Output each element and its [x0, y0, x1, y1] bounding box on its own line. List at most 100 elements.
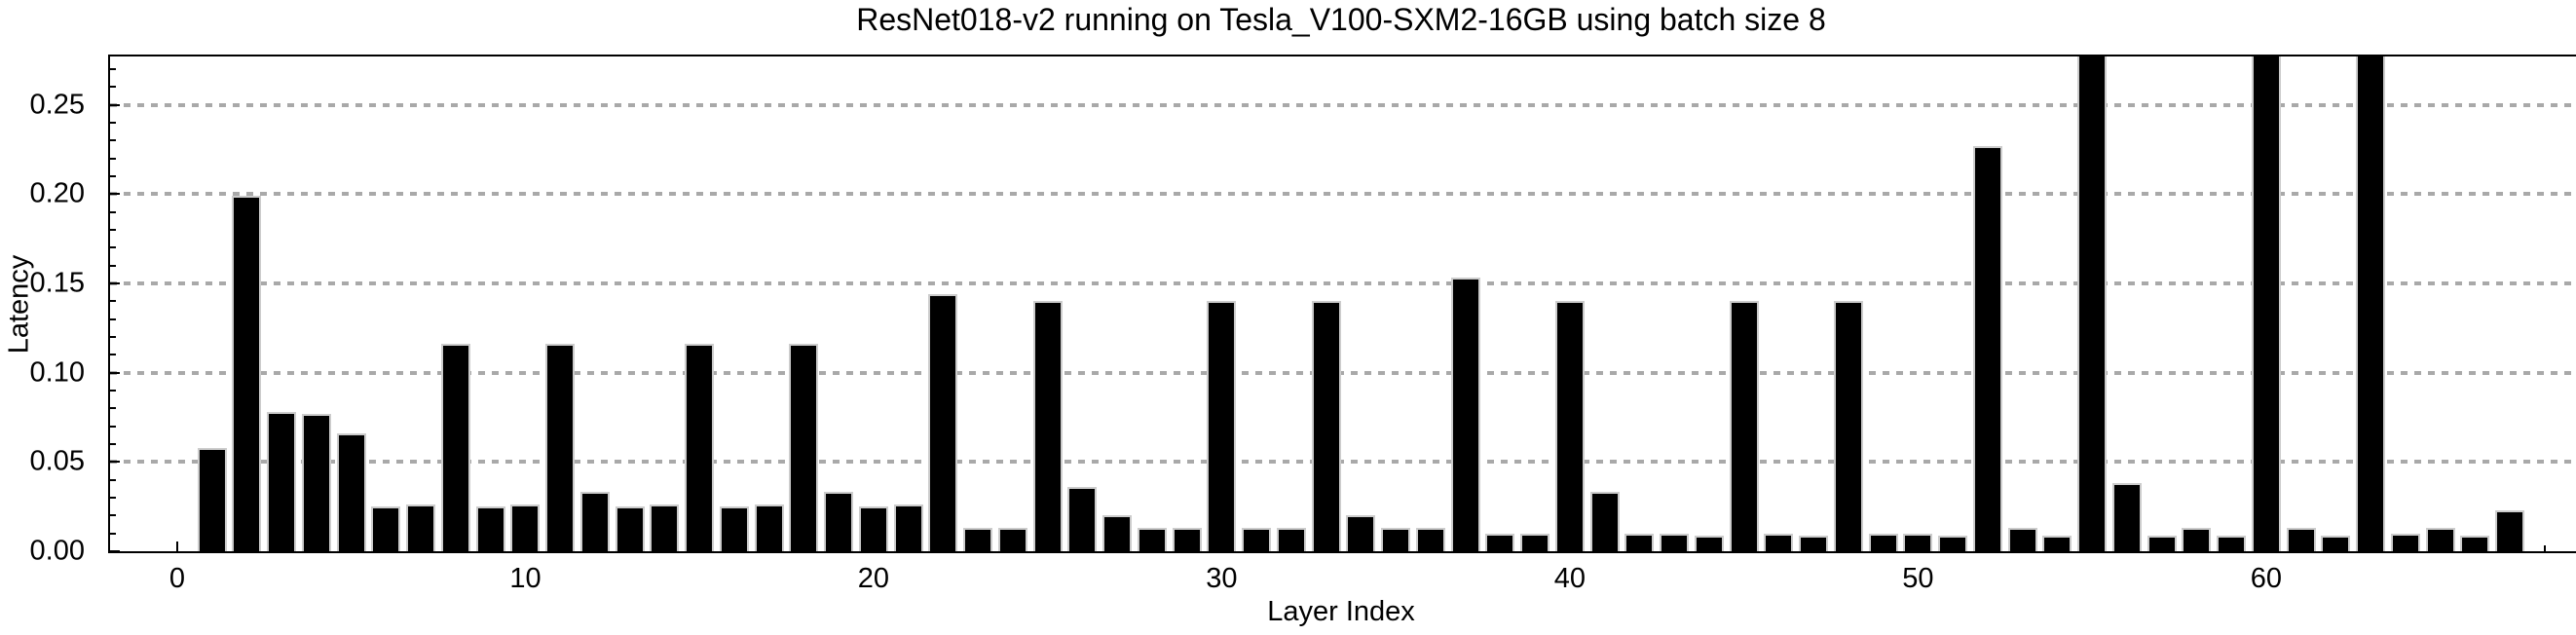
- x-axis-minor-tick: [2195, 545, 2198, 551]
- x-axis-minor-tick: [1360, 545, 1363, 551]
- y-axis-minor-tick: [110, 300, 116, 303]
- y-axis-minor-tick: [110, 389, 116, 392]
- y-axis-minor-tick: [110, 354, 116, 356]
- y-axis-minor-tick: [110, 514, 116, 517]
- bar-layer-2: [232, 196, 262, 551]
- bar-layer-32: [1276, 528, 1306, 551]
- bar-layer-63: [2356, 56, 2386, 551]
- bar-layer-38: [1485, 533, 1515, 551]
- bar-layer-22: [928, 293, 958, 551]
- bar-layer-56: [2111, 483, 2142, 551]
- x-axis-minor-tick: [663, 545, 666, 551]
- bar-layer-15: [685, 344, 715, 551]
- x-tick-label: 30: [1206, 563, 1238, 594]
- y-axis-minor-tick: [110, 86, 116, 89]
- y-axis-minor-tick: [110, 532, 116, 535]
- bar-layer-21: [893, 504, 923, 551]
- x-axis-minor-tick: [593, 545, 596, 551]
- x-axis-minor-tick: [2334, 545, 2337, 551]
- x-axis-major-tick: [872, 542, 875, 551]
- bar-layer-58: [2182, 528, 2212, 551]
- bar-layer-35: [1381, 528, 1411, 551]
- x-tick-label: 60: [2250, 563, 2282, 594]
- bar-layer-25: [1032, 301, 1063, 551]
- x-axis-major-tick: [524, 542, 527, 551]
- y-axis-minor-tick: [110, 407, 116, 410]
- x-axis-minor-tick: [315, 545, 317, 551]
- y-axis-minor-tick: [110, 246, 116, 249]
- bar-layer-45: [1729, 301, 1759, 551]
- y-tick-label: 0.20: [29, 177, 85, 209]
- x-axis-major-tick: [175, 542, 178, 551]
- bar-layer-37: [1450, 278, 1480, 551]
- y-tick-label: 0.10: [29, 356, 85, 389]
- x-axis-major-tick: [1568, 542, 1571, 551]
- bar-layer-9: [475, 506, 505, 551]
- y-axis-major-tick: [110, 103, 120, 106]
- y-axis-minor-tick: [110, 157, 116, 160]
- bar-layer-46: [1764, 533, 1794, 551]
- y-tick-label: 0.05: [29, 445, 85, 477]
- plot-area: [108, 55, 2576, 553]
- bar-layer-60: [2251, 56, 2281, 551]
- x-axis-minor-tick: [942, 545, 945, 551]
- bar-layer-23: [963, 528, 993, 551]
- x-axis-minor-tick: [1777, 545, 1780, 551]
- x-tick-label: 0: [168, 563, 186, 594]
- bar-layer-6: [371, 506, 401, 551]
- bar-layer-16: [719, 506, 749, 551]
- bar-layer-44: [1694, 535, 1724, 551]
- x-axis-minor-tick: [2125, 545, 2128, 551]
- bar-layer-61: [2286, 528, 2316, 551]
- x-axis-minor-tick: [1986, 545, 1989, 551]
- x-axis-minor-tick: [2474, 545, 2477, 551]
- y-axis-minor-tick: [110, 174, 116, 177]
- y-axis-minor-tick: [110, 318, 116, 320]
- bar-layer-65: [2425, 528, 2455, 551]
- y-axis-major-tick: [110, 371, 120, 374]
- bar-layer-42: [1624, 533, 1655, 551]
- bar-layer-30: [1207, 301, 1237, 551]
- bar-layer-29: [1172, 528, 1202, 551]
- bar-layer-11: [545, 344, 576, 551]
- y-axis-minor-tick: [110, 67, 116, 70]
- x-axis-minor-tick: [803, 545, 805, 551]
- bar-layer-18: [789, 344, 819, 551]
- x-axis-minor-tick: [2543, 545, 2546, 551]
- bar-layer-5: [336, 432, 366, 551]
- bar-layer-17: [754, 504, 784, 551]
- x-axis-minor-tick: [1150, 545, 1153, 551]
- x-tick-label: 50: [1902, 563, 1934, 594]
- x-axis-major-tick: [1220, 542, 1223, 551]
- x-tick-label: 10: [509, 563, 541, 594]
- bar-layer-51: [1938, 535, 1968, 551]
- bar-layer-41: [1589, 492, 1620, 551]
- bar-layer-8: [440, 344, 470, 551]
- horizontal-gridline: [110, 280, 2576, 285]
- bar-layer-34: [1346, 515, 1376, 551]
- horizontal-gridline: [110, 102, 2576, 107]
- x-axis-minor-tick: [1847, 545, 1849, 551]
- horizontal-gridline: [110, 460, 2576, 465]
- y-tick-label: 0.15: [29, 267, 85, 299]
- y-axis-minor-tick: [110, 264, 116, 267]
- x-axis-minor-tick: [385, 545, 388, 551]
- x-axis-minor-tick: [1289, 545, 1292, 551]
- bar-layer-31: [1242, 528, 1272, 551]
- x-axis-minor-tick: [454, 545, 457, 551]
- bar-layer-4: [301, 413, 331, 551]
- y-axis-minor-tick: [110, 425, 116, 428]
- y-axis-major-tick: [110, 461, 120, 464]
- bar-layer-39: [1520, 533, 1550, 551]
- y-axis-minor-tick: [110, 496, 116, 499]
- bar-layer-53: [2007, 528, 2037, 551]
- x-axis-major-tick: [2264, 542, 2267, 551]
- x-axis-minor-tick: [2056, 545, 2059, 551]
- bar-layer-28: [1137, 528, 1167, 551]
- x-axis-major-tick: [1917, 542, 1920, 551]
- x-axis-minor-tick: [1707, 545, 1710, 551]
- bar-layer-55: [2077, 56, 2108, 551]
- bar-layer-27: [1102, 515, 1133, 551]
- x-axis-minor-tick: [245, 545, 248, 551]
- bar-layer-62: [2321, 535, 2351, 551]
